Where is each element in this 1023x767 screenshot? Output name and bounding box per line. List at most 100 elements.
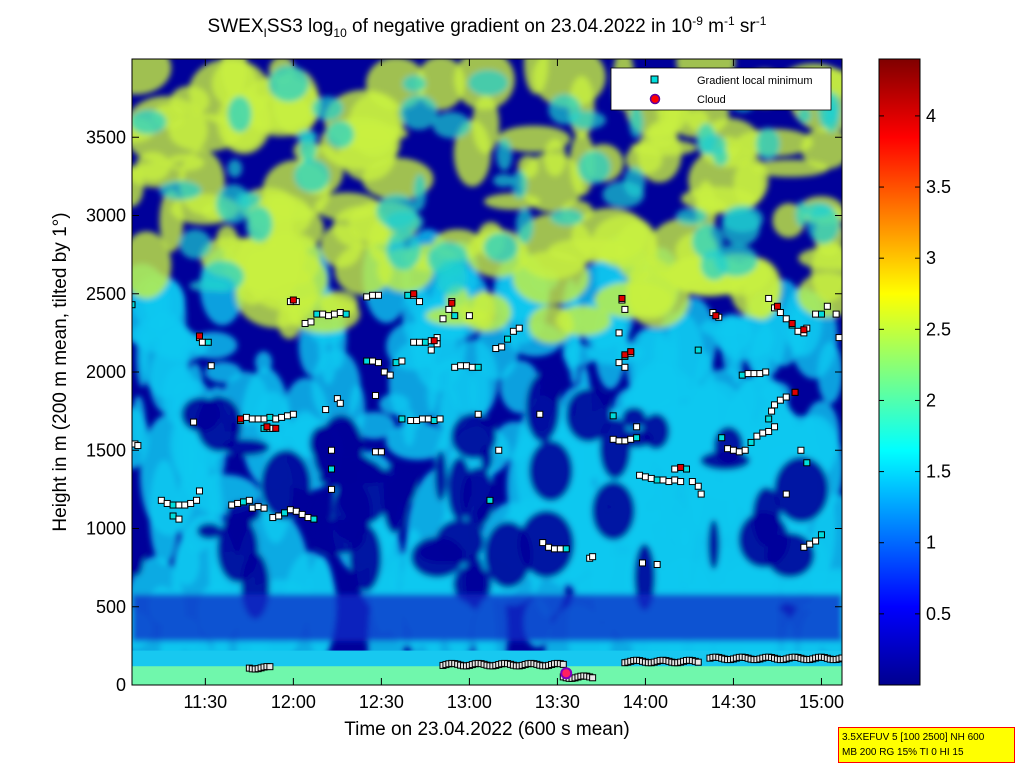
heat-cell (599, 417, 631, 479)
gradient-minimum-marker (835, 334, 842, 342)
gradient-minimum-marker (369, 357, 377, 365)
gradient-minimum-marker (328, 485, 336, 493)
gradient-minimum-marker (741, 446, 749, 454)
gradient-minimum-marker (398, 415, 406, 423)
gradient-minimum-marker (336, 399, 344, 407)
gradient-minimum-marker (254, 415, 262, 423)
gradient-minimum-marker (768, 407, 776, 415)
heat-cell (528, 440, 573, 502)
heat-cell (416, 59, 466, 110)
gradient-minimum-marker (372, 391, 380, 399)
cloud-marker (410, 290, 418, 298)
heat-cell (402, 408, 416, 447)
gradient-minimum-marker (756, 370, 764, 378)
heat-cell (484, 193, 541, 210)
gradient-minimum-marker (550, 545, 558, 553)
gradient-minimum-marker (289, 410, 297, 418)
heat-cell (386, 230, 421, 270)
cloud-marker (712, 312, 720, 320)
y-axis-ticks: 0 500 1000 1500 2000 2500 3000 3500 (86, 127, 842, 695)
heat-cell (515, 213, 593, 280)
info-line-2: MB 200 RG 15% TI 0 HI 15 (842, 747, 964, 758)
gradient-minimum-marker (328, 465, 336, 473)
gradient-minimum-marker (688, 478, 696, 486)
gradient-minimum-marker (416, 338, 424, 346)
heat-cell (801, 127, 842, 170)
heat-cell (483, 232, 518, 263)
legend: Gradient local minimum Cloud (610, 67, 832, 111)
gradient-minimum-marker (260, 415, 268, 423)
surface-marker (559, 660, 567, 668)
gradient-minimum-marker (439, 315, 447, 323)
heat-cell (707, 519, 720, 570)
heat-cell (255, 351, 272, 374)
gradient-minimum-marker (744, 370, 752, 378)
heat-cell (399, 94, 438, 130)
gradient-minimum-marker (260, 504, 268, 512)
heat-cell (675, 208, 707, 226)
gradient-minimum-marker (671, 476, 679, 484)
gradient-minimum-marker (283, 412, 291, 420)
gradient-minimum-marker (638, 559, 646, 567)
heat-cell (626, 328, 670, 405)
gradient-minimum-marker (776, 396, 784, 404)
gradient-minimum-marker (817, 310, 825, 318)
cloud-marker (618, 294, 626, 302)
gradient-minimum-marker (823, 302, 831, 310)
y-tick-label: 1500 (86, 440, 126, 460)
legend-label-cloud: Cloud (697, 94, 726, 106)
gradient-minimum-marker (413, 417, 421, 425)
heatmap-plot (132, 59, 842, 685)
gradient-minimum-marker (653, 476, 661, 484)
colorbar-gradient (878, 58, 921, 686)
heat-cell (629, 106, 644, 139)
gradient-minimum-marker (319, 310, 327, 318)
gradient-minimum-marker (765, 427, 773, 435)
gradient-minimum-marker (515, 324, 523, 332)
gradient-minimum-marker (363, 293, 371, 301)
gradient-minimum-marker (735, 448, 743, 456)
gradient-minimum-marker (175, 515, 183, 523)
cloud-marker (773, 302, 781, 310)
gradient-minimum-marker (589, 553, 597, 561)
gradient-minimum-marker (275, 512, 283, 520)
gradient-minimum-marker (374, 359, 382, 367)
gradient-minimum-marker (665, 478, 673, 486)
heat-cell (515, 207, 534, 244)
heat-cell (525, 373, 560, 443)
gradient-minimum-marker (418, 415, 426, 423)
gradient-minimum-marker (207, 362, 215, 370)
gradient-minimum-marker (492, 345, 500, 353)
gradient-minimum-marker (278, 413, 286, 421)
heat-cell (299, 130, 317, 164)
cloud-marker (560, 667, 573, 680)
surface-marker (838, 654, 842, 662)
heat-cell (797, 107, 812, 124)
gradient-minimum-marker (468, 363, 476, 371)
gradient-minimum-marker (301, 319, 309, 327)
heat-cell (320, 224, 363, 268)
cloud-marker (791, 388, 799, 396)
y-tick-label: 2500 (86, 284, 126, 304)
gradient-minimum-marker (738, 371, 746, 379)
gradient-minimum-marker (342, 310, 350, 318)
gradient-minimum-marker (776, 309, 784, 317)
heat-cell (802, 202, 833, 218)
gradient-minimum-marker (615, 329, 623, 337)
colorbar-tick-label: 0.5 (926, 604, 951, 624)
heat-cell (511, 170, 528, 199)
gradient-minimum-marker (677, 478, 685, 486)
cloud-marker (788, 319, 796, 327)
heat-cell (260, 449, 312, 520)
gradient-minimum-marker (374, 291, 382, 299)
heat-cell (376, 194, 418, 229)
gradient-minimum-marker (729, 446, 737, 454)
gradient-minimum-marker (204, 338, 212, 346)
gradient-minimum-marker (242, 413, 250, 421)
heat-cell (447, 457, 472, 521)
gradient-minimum-marker (228, 501, 236, 509)
x-tick-label: 14:30 (711, 692, 756, 712)
heat-cell (568, 110, 606, 130)
gradient-minimum-marker (392, 359, 400, 367)
